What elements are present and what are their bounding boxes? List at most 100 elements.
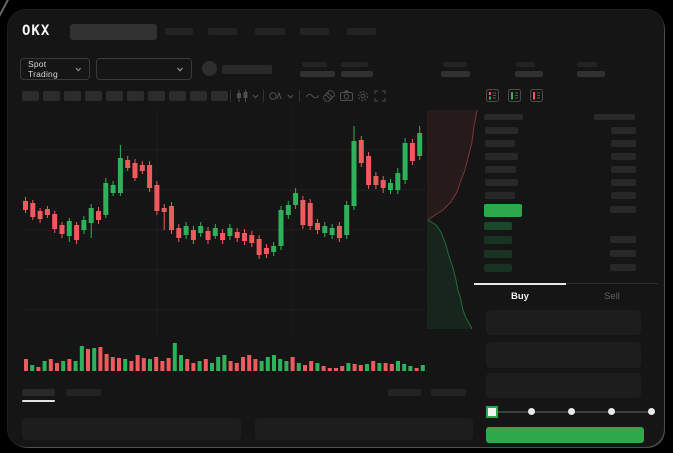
candlestick xyxy=(351,126,357,210)
timeframe-button[interactable] xyxy=(85,91,102,101)
orderbook-bid-price[interactable] xyxy=(484,250,512,258)
volume-bar xyxy=(259,361,264,371)
slider-stop[interactable] xyxy=(608,408,615,415)
volume-bar xyxy=(160,361,165,371)
nav-item-placeholder[interactable] xyxy=(165,28,193,35)
timeframe-button[interactable] xyxy=(43,91,60,101)
orderbook-view-combined-icon[interactable] xyxy=(486,89,499,102)
candlestick xyxy=(278,206,284,250)
volume-bar xyxy=(123,359,128,371)
candlestick xyxy=(380,176,386,193)
volume-bar xyxy=(92,348,97,371)
orderbook-ask-amount xyxy=(611,127,636,134)
orderbook-ask-price[interactable] xyxy=(485,192,515,199)
volume-bar xyxy=(48,359,53,371)
timeframe-button[interactable] xyxy=(169,91,186,101)
pair-name-placeholder xyxy=(222,65,272,74)
orderbook-view-asks-icon[interactable] xyxy=(530,89,543,102)
depth-chart xyxy=(427,109,478,330)
candlestick xyxy=(169,202,174,234)
snapshot-camera-icon[interactable] xyxy=(340,90,353,101)
timeframe-button[interactable] xyxy=(148,91,165,101)
total-input[interactable] xyxy=(486,373,641,398)
orderbook-ask-amount xyxy=(611,192,636,199)
timeframe-button[interactable] xyxy=(22,91,39,101)
volume-bar xyxy=(265,357,270,371)
fullscreen-icon[interactable] xyxy=(374,90,386,102)
nav-item-placeholder[interactable] xyxy=(347,28,376,35)
orderbook-bid-amount xyxy=(610,264,636,271)
orderbook-bid-price[interactable] xyxy=(484,222,512,230)
timeframe-button[interactable] xyxy=(127,91,144,101)
volume-bar xyxy=(117,358,121,371)
tab-sell[interactable]: Sell xyxy=(604,290,620,302)
volume-bar xyxy=(129,361,134,371)
line-tool-icon[interactable] xyxy=(306,92,319,100)
timeframe-button[interactable] xyxy=(64,91,81,101)
timeframe-button[interactable] xyxy=(106,91,123,101)
candlestick xyxy=(125,156,131,171)
timeframe-button[interactable] xyxy=(211,91,228,101)
tab-buy[interactable]: Buy xyxy=(511,290,529,302)
orderbook-bid-amount xyxy=(610,250,636,257)
price-input[interactable] xyxy=(486,310,641,335)
chart-type-icon[interactable] xyxy=(236,90,249,102)
compare-icon[interactable] xyxy=(323,90,335,102)
timeframe-button[interactable] xyxy=(190,91,207,101)
nav-item-placeholder[interactable] xyxy=(300,28,329,35)
active-tab-underline xyxy=(22,400,55,402)
orderbook-bid-price[interactable] xyxy=(484,264,512,272)
slider-stop[interactable] xyxy=(528,408,535,415)
orderbook-ask-price[interactable] xyxy=(485,153,518,160)
slider-stop[interactable] xyxy=(648,408,655,415)
volume-bar xyxy=(315,363,320,371)
volume-bar xyxy=(408,366,413,371)
candlestick xyxy=(271,242,277,256)
last-price-badge[interactable] xyxy=(484,204,522,217)
ticker-stat-label xyxy=(577,62,597,67)
settings-gear-icon[interactable] xyxy=(357,90,369,102)
orders-filter[interactable] xyxy=(431,389,466,396)
buy-submit-button[interactable] xyxy=(486,427,644,443)
ticker-stat-value xyxy=(341,71,373,77)
candlestick xyxy=(103,178,109,218)
orderbook-ask-price[interactable] xyxy=(485,140,515,147)
amount-input[interactable] xyxy=(486,342,641,368)
slider-stop[interactable] xyxy=(568,408,575,415)
candlestick-chart[interactable] xyxy=(22,108,426,335)
orders-tab-active[interactable] xyxy=(22,389,55,396)
indicators-chevron-icon[interactable] xyxy=(287,94,294,99)
volume-bar xyxy=(148,359,152,371)
orders-tab[interactable] xyxy=(66,389,101,396)
market-type-dropdown[interactable]: Spot Trading xyxy=(20,58,90,80)
volume-bar xyxy=(272,355,276,371)
nav-item-placeholder[interactable] xyxy=(208,28,237,35)
orderbook-header-amount xyxy=(594,114,635,120)
slider-handle-active[interactable] xyxy=(486,406,498,418)
orderbook-bid-price[interactable] xyxy=(484,236,512,244)
nav-item-placeholder[interactable] xyxy=(255,28,285,35)
orderbook-ask-price[interactable] xyxy=(485,127,518,134)
orderbook-ask-price[interactable] xyxy=(485,179,518,186)
candlestick xyxy=(74,222,80,244)
candlestick xyxy=(417,126,423,160)
candlestick xyxy=(256,235,262,259)
ticker-stat-value xyxy=(515,71,543,77)
candlestick xyxy=(154,181,160,215)
okx-logo[interactable]: OKX xyxy=(22,23,51,39)
orderbook-ask-price[interactable] xyxy=(485,166,516,173)
pair-select-dropdown[interactable] xyxy=(96,58,192,80)
chart-type-chevron-icon[interactable] xyxy=(252,94,259,99)
volume-bar xyxy=(296,363,301,371)
volume-bar xyxy=(247,355,252,371)
search-input[interactable] xyxy=(70,24,157,40)
volume-bar xyxy=(278,359,283,371)
candlestick xyxy=(117,145,123,196)
indicators-icon[interactable] xyxy=(269,90,282,102)
volume-bar xyxy=(36,367,41,371)
orders-filter[interactable] xyxy=(388,389,421,396)
orderbook-view-bids-icon[interactable] xyxy=(508,89,521,102)
volume-bar xyxy=(141,358,146,371)
ticker-stat-value xyxy=(300,71,335,77)
chevron-down-icon xyxy=(177,67,183,72)
